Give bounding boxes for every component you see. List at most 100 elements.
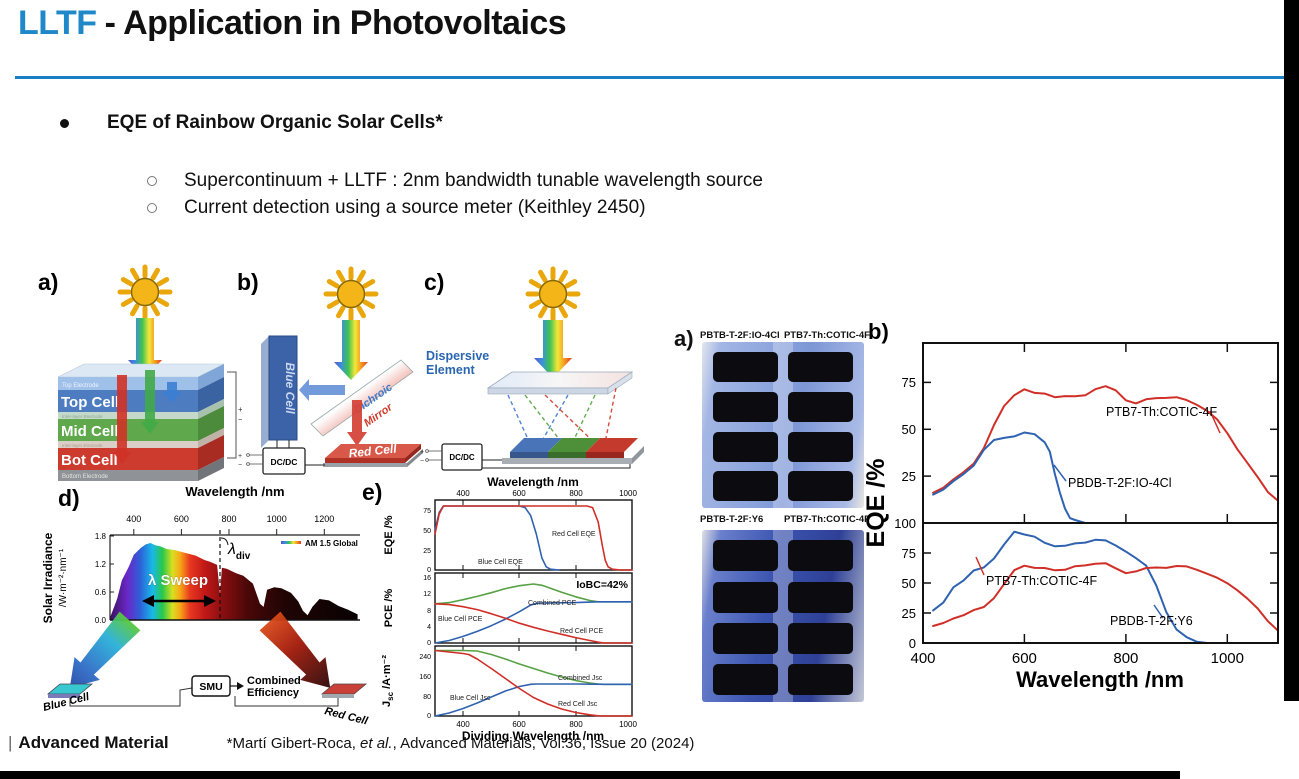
red-cell-top bbox=[325, 444, 421, 458]
svg-text:800: 800 bbox=[569, 489, 583, 498]
layer-top-cell-label: Top Cell bbox=[61, 394, 119, 411]
cell-pad bbox=[787, 351, 853, 382]
svg-text:1000: 1000 bbox=[619, 720, 637, 729]
fig-e-bottom-xlabel: Dividing Wavelength /nm bbox=[462, 729, 604, 743]
cell-pad bbox=[787, 431, 853, 462]
bullet-ring bbox=[147, 176, 157, 186]
cell-pad bbox=[787, 471, 853, 502]
svg-text:0: 0 bbox=[427, 567, 431, 574]
label-iobc: IoBC=42% bbox=[576, 579, 628, 591]
wire-left bbox=[69, 687, 193, 707]
fig-a-label: a) bbox=[38, 269, 58, 295]
label-combined-jsc: Combined Jsc bbox=[558, 675, 603, 682]
rainbow-arrow-icon bbox=[128, 318, 162, 378]
fig-c-label: c) bbox=[424, 269, 444, 295]
fig-e-top-xticks: 400 600 800 1000 bbox=[456, 489, 637, 498]
bullet-sub2-text: Current detection using a source meter (… bbox=[184, 197, 646, 218]
svg-text:600: 600 bbox=[1012, 650, 1037, 667]
fig-e-bottom-xticks: 400 600 800 1000 bbox=[456, 720, 637, 729]
eqe-xlabel: Wavelength /nm bbox=[1016, 667, 1184, 691]
cell-pad bbox=[713, 581, 779, 613]
svg-text:50: 50 bbox=[423, 528, 431, 535]
footer: | Advanced Material *Martí Gibert-Roca, … bbox=[8, 733, 694, 753]
svg-text:25: 25 bbox=[902, 606, 916, 621]
svg-text:12: 12 bbox=[423, 591, 431, 598]
cell-pad bbox=[787, 391, 853, 422]
blue-cell-label: Blue Cell bbox=[283, 362, 297, 414]
dcdc-label: DC/DC bbox=[449, 453, 475, 462]
combined-efficiency-2: Efficiency bbox=[247, 687, 300, 699]
svg-text:0: 0 bbox=[427, 713, 431, 720]
fig-b-label: b) bbox=[237, 269, 259, 295]
svg-text:600: 600 bbox=[512, 720, 526, 729]
bullet-main: EQE of Rainbow Organic Solar Cells* bbox=[60, 112, 443, 134]
cell-pad bbox=[787, 540, 853, 572]
photo2-right-material: PTB7-Th:COTIC-4F bbox=[783, 514, 870, 525]
red-cell-label: Red Cell bbox=[348, 441, 398, 460]
fig-d-ylabel-2: /W·m⁻²·nm⁻¹ bbox=[58, 548, 69, 607]
right-black-strip bbox=[1284, 0, 1299, 701]
red-flow-arrow-icon bbox=[259, 611, 331, 688]
svg-text:400: 400 bbox=[456, 720, 470, 729]
bullet-main-text: EQE of Rainbow Organic Solar Cells* bbox=[107, 112, 443, 133]
svg-text:800: 800 bbox=[221, 514, 236, 524]
minus-terminal: − bbox=[420, 458, 424, 465]
photo1-right-material: PTB7-Th:COTIC-4F bbox=[783, 330, 870, 341]
curve-combined-jsc bbox=[434, 649, 633, 686]
svg-text:1000: 1000 bbox=[1211, 650, 1244, 667]
bottom-black-bar bbox=[0, 771, 1180, 779]
cell-pad bbox=[713, 431, 779, 462]
cell-pad bbox=[787, 664, 853, 696]
svg-text:50: 50 bbox=[902, 422, 916, 437]
cell-pad bbox=[713, 622, 779, 654]
svg-text:75: 75 bbox=[902, 375, 916, 390]
red-segment bbox=[586, 438, 638, 452]
svg-text:1000: 1000 bbox=[267, 514, 287, 524]
terminal-bracket bbox=[227, 371, 237, 459]
rainbow-arrow-icon bbox=[534, 320, 572, 378]
svg-text:1.8: 1.8 bbox=[95, 532, 107, 541]
dcdc-box bbox=[441, 443, 483, 471]
dispersive-label-2: Element bbox=[426, 363, 475, 377]
cell-pad bbox=[787, 581, 853, 613]
svg-text:8: 8 bbox=[427, 608, 431, 615]
footer-brand: Advanced Material bbox=[18, 733, 169, 752]
svg-text:80: 80 bbox=[423, 694, 431, 701]
label-top-red: PTB7-Th:COTIC-4F bbox=[1106, 405, 1217, 419]
cell-pad bbox=[713, 540, 779, 572]
blue-flow-arrow-icon bbox=[69, 611, 141, 688]
figure-a-tandem-cell: a) Top Electrode Top Cell Inter-layer El… bbox=[38, 262, 242, 481]
fig-d-xlabel: Wavelength /nm bbox=[185, 484, 284, 499]
blue-cell-panel bbox=[268, 335, 298, 441]
minus-terminal: − bbox=[238, 462, 242, 469]
svg-text:240: 240 bbox=[419, 654, 431, 661]
eqe-yticks-top: 75 50 25 bbox=[902, 375, 916, 484]
layer-inter2-label: Inter-layer Electrode bbox=[62, 443, 103, 448]
eqe-chart-label: b) bbox=[868, 319, 889, 344]
svg-text:1.2: 1.2 bbox=[95, 560, 107, 569]
fig-e-p1-ylabel: EQE /% bbox=[383, 515, 395, 554]
bullet-sub-2: Current detection using a source meter (… bbox=[147, 197, 646, 219]
eqe-xticks: 400 600 800 1000 bbox=[910, 650, 1244, 667]
blue-split-arrow-icon bbox=[299, 379, 345, 401]
layer-top-electrode-label: Top Electrode bbox=[62, 383, 99, 389]
blue-arrow-icon bbox=[163, 382, 181, 403]
cell-pad bbox=[713, 391, 779, 422]
title-highlight: LLTF bbox=[18, 4, 97, 42]
cell-pad bbox=[713, 664, 779, 696]
bullet-ring bbox=[147, 203, 157, 213]
photo-center-strip bbox=[773, 342, 793, 508]
red-split-arrow-icon bbox=[347, 400, 367, 446]
figure-d-spectrum: d) Wavelength /nm 400 600 800 1000 1200 … bbox=[41, 484, 370, 728]
curve-blue-cell-pce bbox=[434, 601, 633, 644]
svg-text:16: 16 bbox=[423, 575, 431, 582]
plus-terminal: + bbox=[238, 405, 242, 414]
layer-bot-cell-label: Bot Cell bbox=[61, 452, 118, 469]
label-blue-cell-jsc: Blue Cell Jsc bbox=[450, 695, 491, 702]
svg-text:75: 75 bbox=[902, 546, 916, 561]
dichroic-mirror bbox=[310, 359, 414, 437]
bullet-sub-1: Supercontinuum + LLTF : 2nm bandwidth tu… bbox=[147, 170, 763, 192]
dispersive-slab bbox=[486, 371, 634, 389]
red-arrow-icon bbox=[113, 375, 131, 464]
svg-text:800: 800 bbox=[1113, 650, 1138, 667]
